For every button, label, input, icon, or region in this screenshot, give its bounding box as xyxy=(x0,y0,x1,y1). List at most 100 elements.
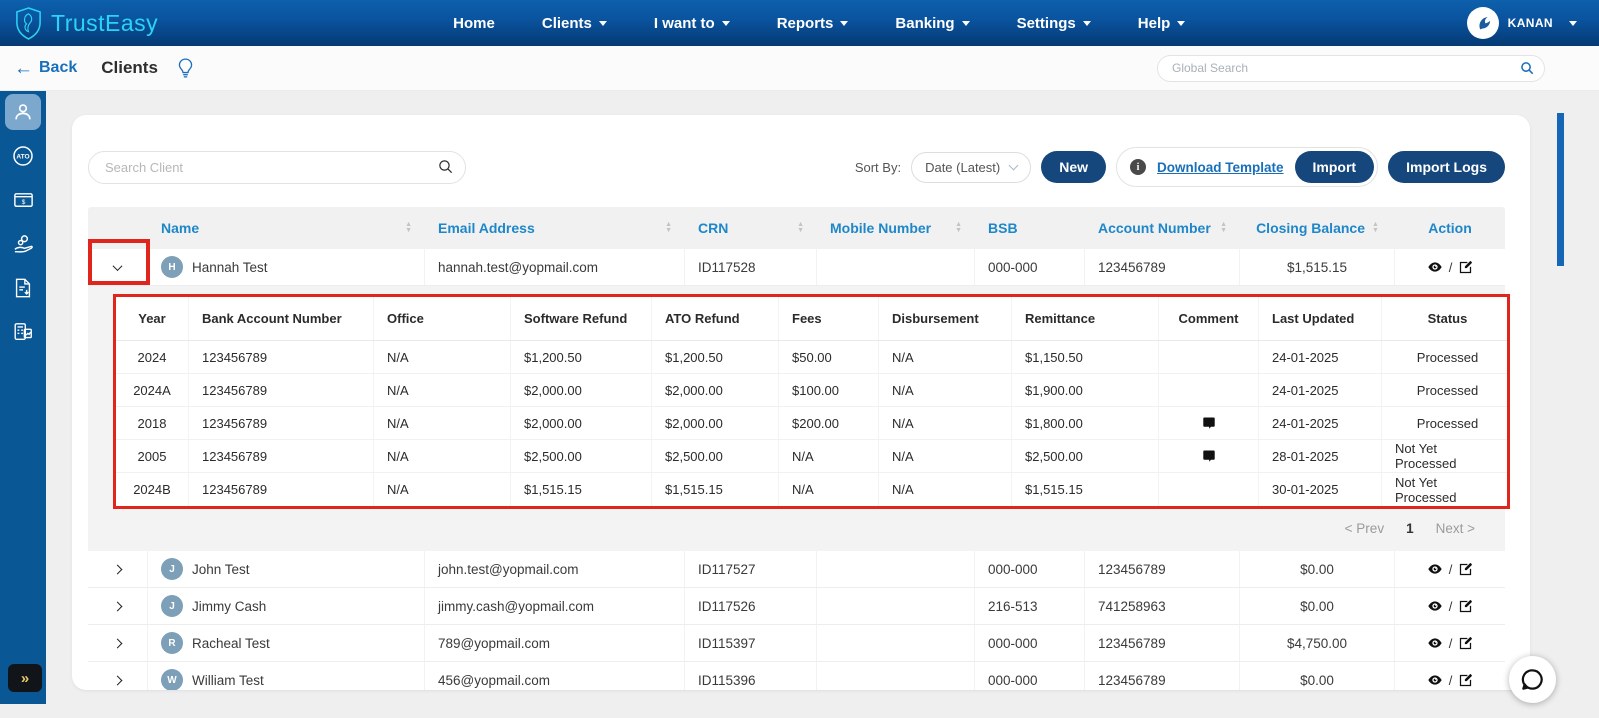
nav-item-banking[interactable]: Banking xyxy=(895,15,969,32)
comment-icon[interactable] xyxy=(1202,449,1216,463)
action-separator: / xyxy=(1449,599,1453,614)
nav-item-clients[interactable]: Clients xyxy=(542,15,607,32)
nav-item-help[interactable]: Help xyxy=(1138,15,1186,32)
current-page[interactable]: 1 xyxy=(1406,521,1414,536)
detail-row-2024a: 2024A123456789N/A$2,000.00$2,000.00$100.… xyxy=(116,374,1507,407)
brand[interactable]: TrustEasy xyxy=(14,7,158,40)
global-search xyxy=(1157,55,1545,82)
detail-column-header-bank-account-number: Bank Account Number xyxy=(189,297,374,340)
back-button[interactable]: ← Back xyxy=(14,59,77,78)
detail-remittance-cell: $1,515.15 xyxy=(1012,473,1159,506)
detail-row-2018: 2018123456789N/A$2,000.00$2,000.00$200.0… xyxy=(116,407,1507,440)
back-arrow-icon: ← xyxy=(14,59,33,78)
client-mobile-cell xyxy=(817,551,975,587)
user-menu[interactable]: KANAN xyxy=(1467,7,1577,39)
column-header-mobile-number[interactable]: Mobile Number▲▼ xyxy=(817,207,975,249)
eye-icon[interactable] xyxy=(1427,635,1443,651)
chevron-right-icon xyxy=(113,601,123,611)
edit-icon[interactable] xyxy=(1458,673,1473,688)
detail-row-2024: 2024123456789N/A$1,200.50$1,200.50$50.00… xyxy=(116,341,1507,374)
expand-toggle[interactable] xyxy=(88,662,148,690)
detail-has-comment-cell xyxy=(1159,473,1259,506)
global-search-input[interactable] xyxy=(1157,55,1545,82)
edit-icon[interactable] xyxy=(1458,260,1473,275)
edit-icon[interactable] xyxy=(1458,636,1473,651)
sort-icon[interactable]: ▲▼ xyxy=(955,222,962,234)
sort-select[interactable]: Date (Latest) xyxy=(911,152,1031,183)
sidebar-item-clients[interactable] xyxy=(5,94,41,130)
column-header-name[interactable]: Name▲▼ xyxy=(148,207,425,249)
caret-down-icon xyxy=(840,21,848,26)
sort-icon[interactable]: ▲▼ xyxy=(1372,222,1379,234)
import-button[interactable]: Import xyxy=(1295,151,1375,183)
edit-icon[interactable] xyxy=(1458,562,1473,577)
column-header-account-number[interactable]: Account Number▲▼ xyxy=(1085,207,1240,249)
chat-widget-button[interactable] xyxy=(1509,656,1556,703)
vertical-scrollbar[interactable] xyxy=(1557,113,1564,266)
column-header-closing-balance[interactable]: Closing Balance▲▼ xyxy=(1240,207,1395,249)
detail-ato-refund-cell: $1,200.50 xyxy=(652,341,779,373)
sort-icon[interactable]: ▲▼ xyxy=(797,222,804,234)
eye-icon[interactable] xyxy=(1427,561,1443,577)
lightbulb-icon[interactable] xyxy=(178,58,193,79)
sidebar-expand-button[interactable]: » xyxy=(8,664,42,692)
expand-toggle[interactable] xyxy=(88,249,148,285)
chevron-right-icon xyxy=(113,638,123,648)
search-icon[interactable] xyxy=(438,159,453,179)
action-separator: / xyxy=(1449,562,1453,577)
download-template-link[interactable]: Download Template xyxy=(1157,160,1284,175)
client-account-number-cell: 123456789 xyxy=(1085,551,1240,587)
sort-icon[interactable]: ▲▼ xyxy=(405,222,412,234)
detail-table-header: YearBank Account NumberOfficeSoftware Re… xyxy=(116,297,1507,341)
detail-has-comment-cell xyxy=(1159,407,1259,439)
client-search-input[interactable] xyxy=(88,151,466,184)
detail-bank-account-number-cell: 123456789 xyxy=(189,341,374,373)
next-page-button[interactable]: Next > xyxy=(1436,521,1475,536)
column-header-email-address[interactable]: Email Address▲▼ xyxy=(425,207,685,249)
info-icon[interactable]: i xyxy=(1130,159,1146,175)
nav-item-reports[interactable]: Reports xyxy=(777,15,849,32)
nav-item-i-want-to[interactable]: I want to xyxy=(654,15,730,32)
client-bsb-cell: 000-000 xyxy=(975,249,1085,285)
client-closing-balance-cell: $0.00 xyxy=(1240,588,1395,624)
sort-icon[interactable]: ▲▼ xyxy=(665,222,672,234)
eye-icon[interactable] xyxy=(1427,259,1443,275)
action-cell: / xyxy=(1395,662,1505,690)
user-avatar xyxy=(1467,7,1499,39)
client-bsb-cell: 000-000 xyxy=(975,662,1085,690)
nav-item-settings[interactable]: Settings xyxy=(1017,15,1091,32)
expand-toggle[interactable] xyxy=(88,625,148,661)
edit-icon[interactable] xyxy=(1458,599,1473,614)
caret-down-icon xyxy=(1569,21,1577,26)
client-name-cell: WWilliam Test xyxy=(148,662,425,690)
expand-toggle[interactable] xyxy=(88,588,148,624)
eye-icon[interactable] xyxy=(1427,598,1443,614)
sidebar-item-reports[interactable] xyxy=(5,314,41,350)
client-bsb-cell: 216-513 xyxy=(975,588,1085,624)
brand-name: TrustEasy xyxy=(51,10,158,37)
client-email-cell: hannah.test@yopmail.com xyxy=(425,249,685,285)
sort-icon[interactable]: ▲▼ xyxy=(1220,222,1227,234)
column-header-action: Action xyxy=(1395,207,1505,249)
sidebar-item-disbursement[interactable] xyxy=(5,226,41,262)
new-button[interactable]: New xyxy=(1041,151,1106,183)
client-crn-cell: ID117528 xyxy=(685,249,817,285)
comment-icon[interactable] xyxy=(1202,416,1216,430)
column-header-crn[interactable]: CRN▲▼ xyxy=(685,207,817,249)
eye-icon[interactable] xyxy=(1427,672,1443,688)
search-icon[interactable] xyxy=(1520,61,1534,80)
client-name-cell: HHannah Test xyxy=(148,249,425,285)
detail-column-header-office: Office xyxy=(374,297,511,340)
expand-toggle[interactable] xyxy=(88,551,148,587)
client-account-number-cell: 123456789 xyxy=(1085,662,1240,690)
sidebar-item-ato[interactable]: ATO xyxy=(5,138,41,174)
detail-office-cell: N/A xyxy=(374,341,511,373)
sidebar-item-banking[interactable]: $ xyxy=(5,182,41,218)
import-logs-button[interactable]: Import Logs xyxy=(1388,151,1505,183)
sidebar-item-documents[interactable] xyxy=(5,270,41,306)
prev-page-button[interactable]: < Prev xyxy=(1345,521,1384,536)
clients-table: Name▲▼Email Address▲▼CRN▲▼Mobile Number▲… xyxy=(88,207,1505,690)
caret-down-icon xyxy=(722,21,730,26)
client-closing-balance-cell: $0.00 xyxy=(1240,551,1395,587)
nav-item-home[interactable]: Home xyxy=(453,15,495,32)
